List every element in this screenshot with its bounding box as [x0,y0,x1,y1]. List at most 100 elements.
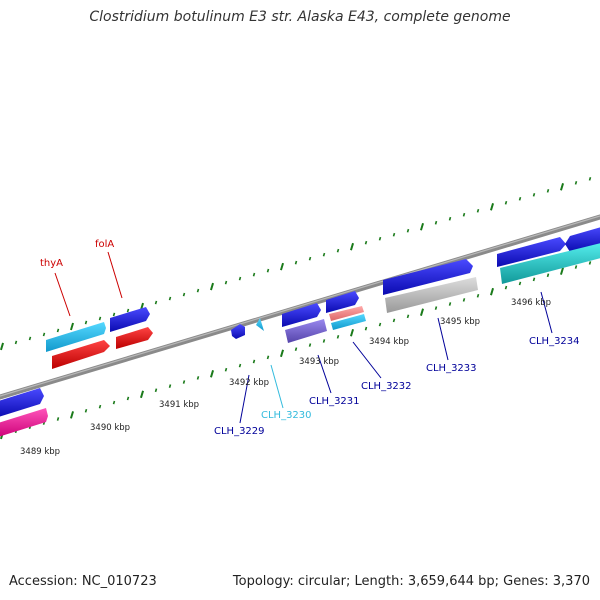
gene-CLH_3231[interactable] [282,303,321,327]
tick-mark [154,388,158,393]
tick-mark [462,298,466,302]
gene-block[interactable] [385,277,478,313]
gene-label-folA[interactable]: folA [95,239,114,250]
tick-mark [448,302,452,306]
gene-folA[interactable] [110,307,150,332]
tick-mark [518,196,522,201]
tick-mark [504,200,508,205]
gene-CLH_3230[interactable] [256,318,264,331]
gene-thyA[interactable] [46,322,106,352]
tick-mark [434,220,438,225]
tick-mark [588,177,592,181]
connector-CLH_3233 [437,317,449,361]
gene-block[interactable] [116,327,153,349]
kbp-label: 3493 kbp [299,357,339,367]
tick-mark [406,314,410,319]
tick-mark [98,316,102,321]
tick-mark [294,260,298,265]
connector-thyA [54,272,71,317]
kbp-label: 3489 kbp [20,447,60,457]
genome-backbone [0,214,600,400]
tick-mark [266,355,270,360]
tick-mark [546,188,550,193]
tick-mark [406,228,410,233]
tick-mark [14,340,18,345]
gene-CLH_3232[interactable] [326,291,359,313]
genome-backbone-highlight [0,215,600,397]
tick-mark [392,318,396,323]
tick-mark [308,256,312,261]
tick-mark [294,347,298,352]
tick-mark [518,281,522,286]
gene-label-CLH_3234[interactable]: CLH_3234 [529,336,580,347]
connector-CLH_3234 [540,291,553,334]
genome-stats-text: Topology: circular; Length: 3,659,644 bp… [232,574,590,589]
tick-mark [56,417,60,421]
tick-mark [0,342,5,351]
tick-mark [98,404,102,409]
tick-mark [546,273,550,278]
tick-mark [279,262,285,271]
gene-block[interactable] [331,314,366,330]
gene-block[interactable] [52,340,110,369]
tick-mark [196,376,200,380]
connector-CLH_3229 [239,374,250,424]
tick-mark [196,288,200,293]
kbp-label: 3492 kbp [229,378,269,388]
tick-mark [364,240,368,245]
gene-CLH_3233[interactable] [383,259,473,295]
gene-block[interactable] [329,306,364,321]
tick-mark [154,300,158,305]
tick-mark [238,276,242,281]
kbp-labels: 3489 kbp 3490 kbp 3491 kbp 3492 kbp 3493… [20,298,551,457]
map-title: Clostridium botulinum E3 str. Alaska E43… [89,9,511,25]
tick-mark [224,367,228,372]
tick-mark [364,326,368,331]
gene-label-CLH_3231[interactable]: CLH_3231 [309,396,360,407]
tick-mark [574,181,578,185]
tick-mark [574,265,578,269]
tick-mark [112,400,116,405]
gene-label-CLH_3233[interactable]: CLH_3233 [426,363,477,374]
tick-mark [349,242,355,251]
tick-mark [322,252,326,257]
tick-mark [559,267,565,275]
connector-CLH_3232 [352,341,382,379]
tick-mark [349,328,355,337]
kbp-label: 3494 kbp [369,337,409,347]
tick-mark [252,359,256,364]
tick-mark [28,336,32,341]
tick-mark [69,411,75,419]
tick-mark [322,339,326,343]
gene-features [0,227,600,438]
tick-mark [42,332,46,337]
tick-mark [56,328,60,333]
tick-mark [476,208,480,213]
gene-block[interactable] [285,319,327,343]
gene-label-CLH_3229[interactable]: CLH_3229 [214,426,265,437]
tick-mark [84,408,88,413]
tick-mark [308,343,312,347]
tick-mark [489,202,495,211]
tick-mark [462,212,466,217]
gene-label-CLH_3230[interactable]: CLH_3230 [261,410,312,421]
gene-CLH_3229[interactable] [231,324,245,339]
gene-label-thyA[interactable]: thyA [40,258,63,269]
gene-block[interactable] [500,242,600,284]
tick-mark [489,287,495,296]
tick-mark [139,390,145,399]
tick-mark [434,306,438,310]
gene-label-CLH_3232[interactable]: CLH_3232 [361,381,412,392]
tick-mark [182,380,186,384]
tick-mark [209,282,215,291]
gene-block[interactable] [0,388,44,418]
tick-mark [266,268,270,273]
tick-mark [378,322,382,327]
tick-mark [69,322,75,331]
connector-folA [107,251,123,299]
gene-block[interactable] [0,408,48,438]
kbp-label: 3496 kbp [511,298,551,308]
tick-mark [209,370,215,378]
gene-CLH_3234[interactable] [497,237,566,267]
